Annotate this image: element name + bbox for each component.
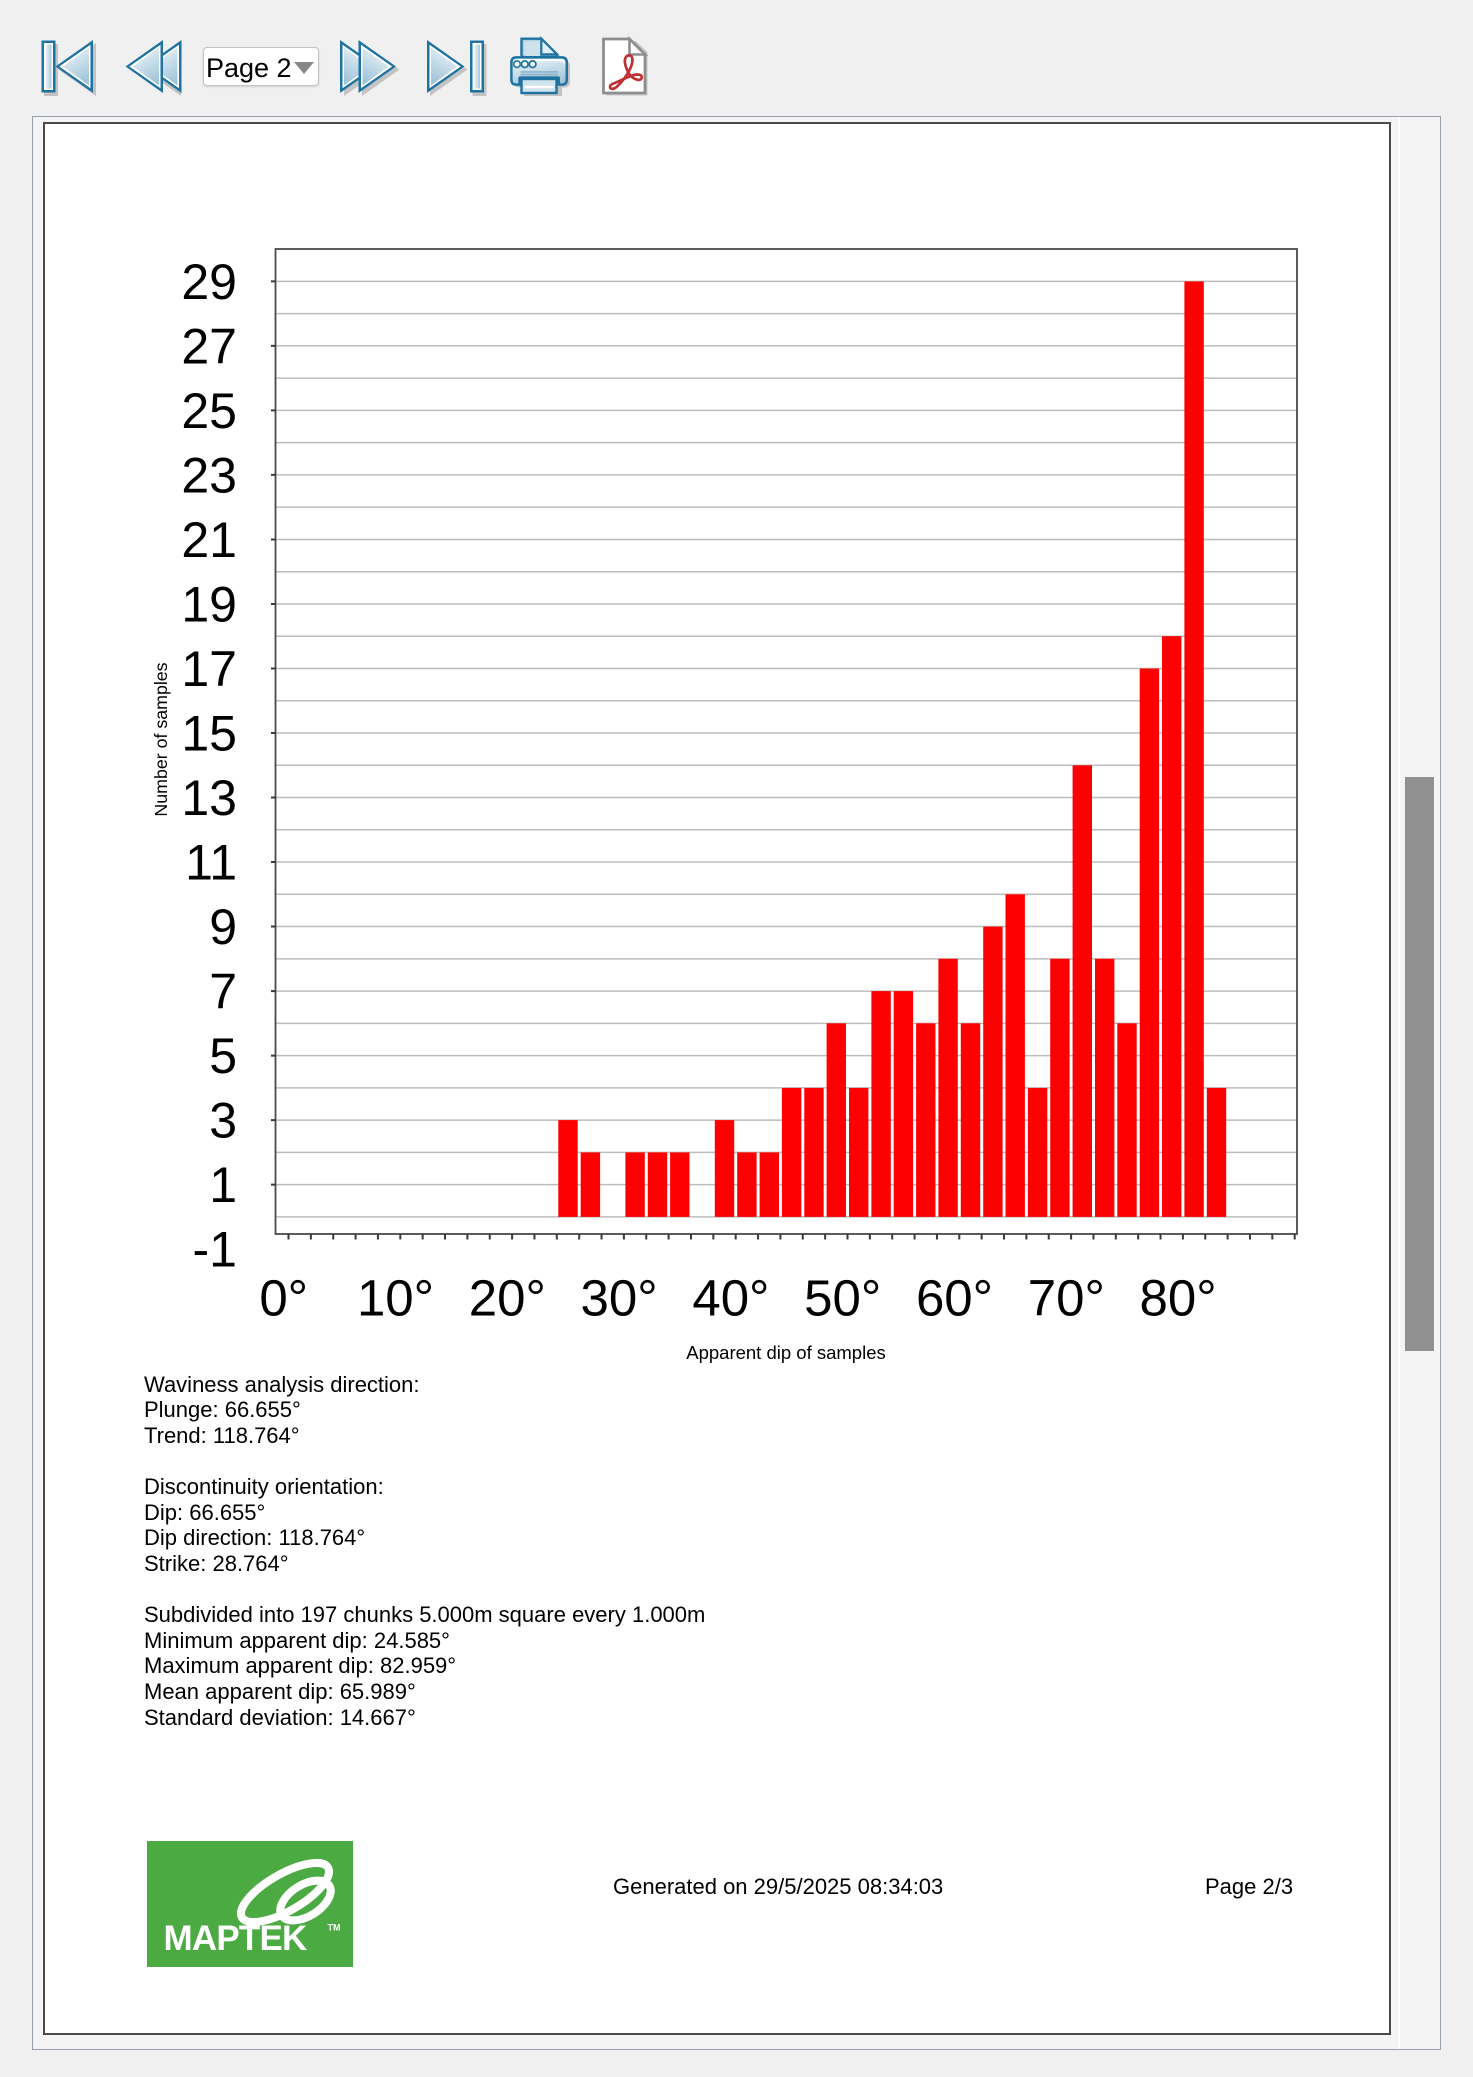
svg-text:TM: TM	[328, 1923, 341, 1933]
svg-text:11: 11	[185, 835, 237, 891]
svg-text:30°: 30°	[581, 1270, 658, 1327]
svg-text:13: 13	[181, 770, 237, 826]
svg-text:9: 9	[209, 899, 237, 955]
svg-text:Number of samples: Number of samples	[151, 662, 171, 816]
svg-text:0°: 0°	[259, 1270, 308, 1327]
svg-text:23: 23	[181, 447, 237, 503]
svg-text:15: 15	[181, 706, 237, 762]
svg-text:40°: 40°	[692, 1270, 769, 1327]
svg-text:20°: 20°	[469, 1270, 546, 1327]
svg-text:21: 21	[181, 512, 237, 568]
svg-text:60°: 60°	[916, 1270, 993, 1327]
svg-text:-1: -1	[193, 1222, 237, 1278]
svg-text:Apparent dip of samples: Apparent dip of samples	[686, 1342, 886, 1363]
svg-text:3: 3	[209, 1093, 237, 1149]
svg-text:10°: 10°	[357, 1270, 434, 1327]
svg-text:1: 1	[209, 1157, 237, 1213]
svg-text:29: 29	[181, 254, 237, 310]
svg-text:5: 5	[209, 1028, 237, 1084]
svg-text:50°: 50°	[804, 1270, 881, 1327]
svg-text:17: 17	[181, 641, 237, 697]
svg-text:70°: 70°	[1028, 1270, 1105, 1327]
svg-text:MAPTEK: MAPTEK	[164, 1919, 308, 1958]
svg-text:19: 19	[181, 577, 237, 633]
svg-text:27: 27	[181, 318, 237, 374]
svg-text:7: 7	[209, 964, 237, 1020]
svg-text:80°: 80°	[1140, 1270, 1217, 1327]
svg-text:25: 25	[181, 383, 237, 439]
